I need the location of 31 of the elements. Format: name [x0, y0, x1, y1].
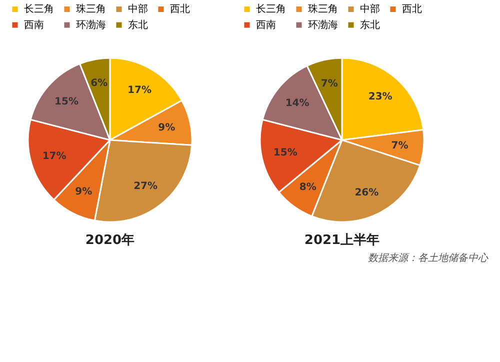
text: 2020年 [85, 233, 135, 248]
data-label: 23% [368, 91, 392, 102]
source-note: 数据来源：各土地储备中心 [367, 252, 490, 265]
data-label: 6% [90, 78, 108, 90]
text: 2021上半年 [304, 233, 380, 248]
legend-label: 西北 [402, 3, 422, 16]
legend-label: 东北 [128, 19, 148, 31]
legend-label: 环渤海 [308, 19, 338, 31]
data-label: 15% [273, 148, 298, 159]
data-label: 14% [285, 98, 310, 110]
data-label: 15% [54, 96, 78, 108]
legend-label: 西南 [24, 19, 44, 31]
data-label: 9% [75, 186, 92, 198]
data-label: 26% [354, 187, 379, 198]
data-label: 17% [42, 151, 66, 162]
legend-label: 中部 [360, 3, 380, 16]
data-label: 7% [391, 140, 408, 152]
legend-label: 珠三角 [76, 3, 106, 16]
legend-label: 珠三角 [308, 3, 338, 16]
legend-label: 东北 [360, 19, 380, 31]
legend-label: 长三角 [256, 3, 286, 16]
legend-label: 西南 [256, 19, 276, 31]
data-label: 7% [320, 78, 338, 90]
legend-label: 西北 [170, 3, 190, 16]
legend-label: 中部 [128, 3, 148, 16]
data-label: 9% [158, 122, 176, 134]
legend-label: 长三角 [24, 3, 54, 16]
data-label: 27% [134, 180, 158, 192]
legend-label: 环渤海 [76, 19, 106, 31]
data-label: 8% [299, 182, 316, 193]
data-label: 17% [128, 85, 152, 96]
